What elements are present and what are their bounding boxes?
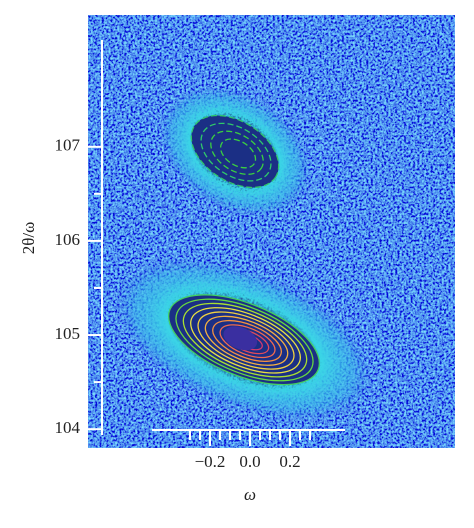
contour-line xyxy=(175,298,314,382)
peak xyxy=(159,86,311,217)
contour-line xyxy=(219,138,257,169)
contour-line xyxy=(210,130,264,175)
peak xyxy=(115,258,373,422)
contour-line xyxy=(219,324,276,359)
x-axis-label: ω xyxy=(244,485,256,504)
contour-line xyxy=(182,302,308,378)
contour-line xyxy=(190,307,301,374)
contour-line xyxy=(200,122,272,182)
x-tick-label: −0.2 xyxy=(195,452,226,471)
x-tick-label: 0.2 xyxy=(279,452,300,471)
contour-line xyxy=(190,114,280,189)
y-tick-label: 106 xyxy=(55,230,81,249)
y-tick-label: 107 xyxy=(55,136,81,155)
contour-line xyxy=(204,315,289,366)
y-axis-label: 2θ/ω xyxy=(19,222,38,255)
y-tick-label: 104 xyxy=(55,418,81,437)
contour-line xyxy=(167,294,321,386)
peak-core xyxy=(191,115,279,188)
contour-line xyxy=(212,319,282,363)
contour-line xyxy=(197,311,295,370)
peak-center xyxy=(223,326,258,351)
x-tick-label: 0.0 xyxy=(239,452,260,471)
y-tick-label: 105 xyxy=(55,324,81,343)
